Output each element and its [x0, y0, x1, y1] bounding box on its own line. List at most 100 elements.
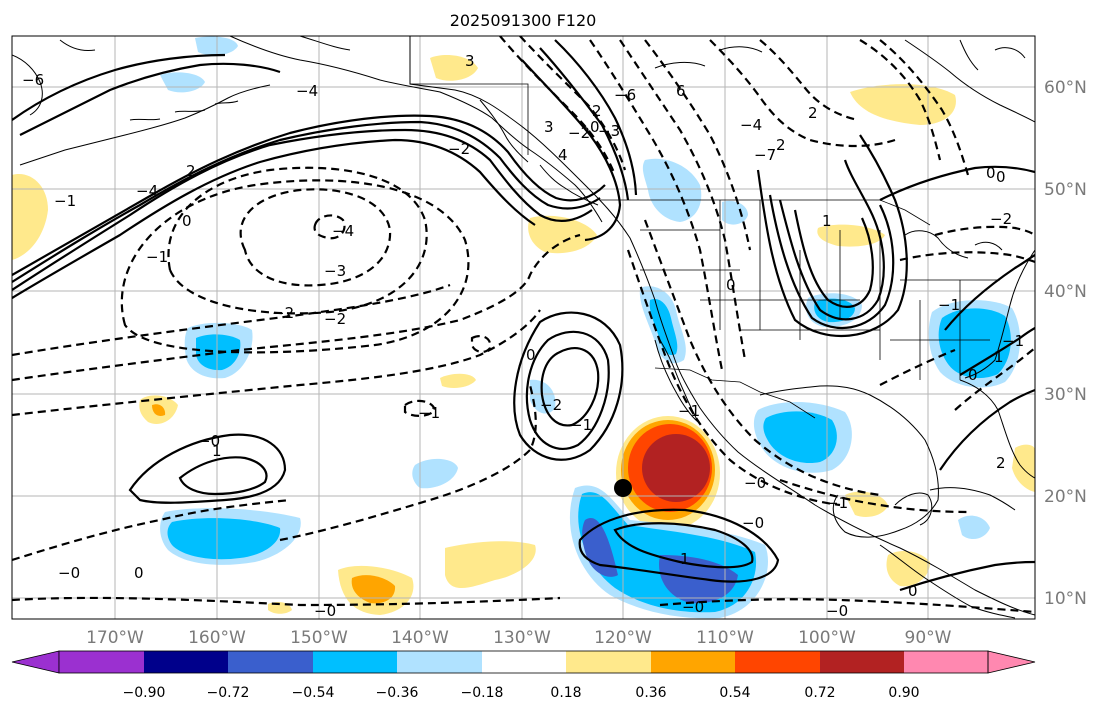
- warm-anomaly-east-edge: [1012, 444, 1035, 492]
- contour-label: 2: [186, 162, 196, 180]
- contour-east-gulf: [879, 348, 956, 386]
- gulf-coast: [759, 385, 939, 538]
- contour-equatorial: [12, 596, 561, 607]
- lon-label: 160°W: [188, 628, 246, 648]
- contour-label: −4: [296, 82, 318, 100]
- contour-pacific-jet-1: [12, 128, 593, 291]
- contour-pacific-jet-2: [12, 120, 601, 283]
- map-frame: [11, 35, 1036, 620]
- lon-label: 140°W: [391, 628, 449, 648]
- lon-label: 100°W: [798, 628, 856, 648]
- contour-north-pacific-trough: [499, 36, 617, 176]
- contour-label: −1: [146, 248, 168, 266]
- bering-coast: [12, 36, 351, 116]
- contour-pacific-low-1: [239, 188, 392, 287]
- lon-label: 110°W: [696, 628, 754, 648]
- contour-label: −0: [744, 474, 766, 492]
- contour-label: −3: [324, 262, 346, 280]
- map-panel: 3 −6 −4 3 −2 −6 6 −3 2 0 −4 4 2 −7 2 0 −…: [12, 36, 1035, 619]
- contour-offshore-low-3: [513, 311, 624, 461]
- lat-label: 10°N: [1044, 589, 1087, 609]
- lat-label: 30°N: [1044, 385, 1087, 405]
- contour-label: 0: [968, 366, 978, 384]
- colorbar-segment: [313, 651, 397, 673]
- contour-label: −0: [742, 514, 764, 532]
- contour-north-pacific-trough-2: [519, 36, 627, 171]
- contour-caribbean: [779, 478, 971, 514]
- contour-equatorial-2: [659, 598, 1035, 614]
- contour-canada-trough-2: [759, 39, 859, 122]
- contour-rockies-trough-3: [589, 39, 724, 371]
- warm-anomaly-north-pacific: [12, 174, 48, 260]
- contour-label: −7: [754, 146, 776, 164]
- warm-anomaly-east-pacific: [445, 541, 536, 589]
- contour-east-trough-2: [899, 251, 1035, 264]
- contour-storm-circ-2: [613, 522, 754, 569]
- map-gridlines: [12, 36, 1035, 619]
- warm-anomaly-bering: [430, 55, 478, 81]
- colorbar-frame: [58, 650, 989, 674]
- lat-label: 60°N: [1044, 78, 1087, 98]
- figure-title: 2025091300 F120: [450, 11, 597, 30]
- contour-label: 0: [726, 276, 736, 294]
- alaska-coast: [229, 36, 603, 223]
- contour-central-us-ridge-2: [768, 194, 895, 330]
- contour-label: −4: [740, 116, 762, 134]
- contour-label: 3: [544, 118, 554, 136]
- lat-label: 40°N: [1044, 282, 1087, 302]
- cold-anomaly-plains-mid: [814, 298, 855, 323]
- cold-anomaly-hawaii: [412, 458, 458, 489]
- contour-label: 2: [592, 102, 602, 120]
- contour-label: 6: [676, 82, 686, 100]
- storm-center-marker: [614, 479, 632, 497]
- warm-anomaly-caribbean: [845, 491, 888, 517]
- contour-hudson-2: [879, 39, 970, 176]
- colorbar-segment: [397, 651, 482, 673]
- contour-label: −2: [540, 396, 562, 414]
- colorbar-tick-label: −0.72: [207, 685, 250, 701]
- contour-label: 0: [590, 118, 600, 136]
- contour-label: 0: [996, 168, 1006, 186]
- colorbar-segment: [904, 651, 988, 673]
- contour-east-coast: [944, 254, 1035, 331]
- contour-label: −4: [136, 182, 158, 200]
- cuba-coast: [929, 487, 1016, 511]
- contour-label: −2: [272, 304, 294, 322]
- contour-canada-east: [879, 165, 1035, 201]
- contour-subtrop-2: [279, 384, 537, 542]
- political-borders: [409, 36, 1000, 419]
- contour-canada-trough: [709, 39, 896, 148]
- contour-small-low: [470, 334, 492, 354]
- arctic-islands: [654, 39, 1026, 71]
- warm-anomaly-small-2: [440, 373, 476, 388]
- contour-label: −1: [938, 296, 960, 314]
- contour-label: −1: [570, 416, 592, 434]
- contour-label-layer: 3 −6 −4 3 −2 −6 6 −3 2 0 −4 4 2 −7 2 0 −…: [22, 52, 1024, 619]
- contour-central-us-ridge-4: [756, 134, 908, 338]
- contour-south-ridge: [899, 560, 1035, 592]
- colorbar-ticks: −0.90 −0.72 −0.54 −0.36 −0.18 0.18 0.36 …: [123, 685, 920, 701]
- contour-label: 3: [465, 52, 475, 70]
- contour-east-coast-2: [959, 327, 1035, 376]
- lon-label: 150°W: [290, 628, 348, 648]
- contour-hawaii-high: [128, 433, 287, 504]
- colorbar-tick-label: 0.90: [888, 685, 919, 701]
- contour-lines: [12, 36, 1035, 614]
- contour-label: 0: [986, 164, 996, 182]
- cold-anomaly-southeast-mid: [938, 308, 1011, 379]
- contour-hudson: [859, 39, 942, 161]
- colorbar-segment: [651, 651, 735, 673]
- colorbar-tick-label: −0.18: [461, 685, 504, 701]
- contour-label: 2: [996, 454, 1006, 472]
- warm-anomaly-south-pacific-core: [351, 575, 396, 604]
- contour-label: 1: [212, 442, 222, 460]
- lon-label: 90°W: [905, 628, 952, 648]
- contour-rockies-trough: [619, 39, 747, 361]
- contour-pacific-broad-3: [12, 283, 451, 357]
- cold-anomaly-central-america: [958, 515, 990, 540]
- cold-anomaly-rockies: [722, 200, 748, 225]
- contour-pacific-broad-1: [12, 233, 581, 382]
- colorbar-segment: [482, 651, 566, 673]
- contour-west-coast-2: [643, 219, 881, 497]
